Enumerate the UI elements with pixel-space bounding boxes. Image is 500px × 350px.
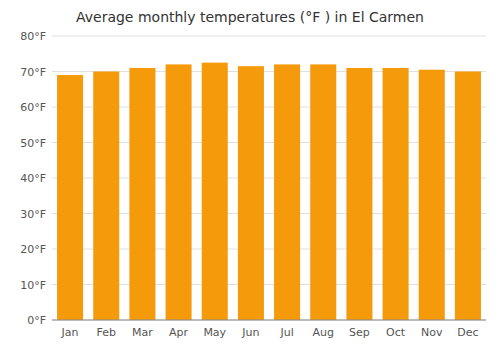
y-tick-label: 10°F	[20, 279, 46, 292]
x-axis: Jan Feb Mar Apr May Jun Jul Aug Sep Oct Nov Dec	[61, 326, 479, 339]
y-tick-label: 80°F	[20, 30, 46, 43]
bar	[383, 68, 409, 320]
bar	[202, 63, 228, 320]
x-tick-label: Oct	[386, 326, 406, 339]
y-tick-label: 0°F	[27, 314, 46, 327]
y-tick-label: 30°F	[20, 208, 46, 221]
chart: Average monthly temperatures (°F ) in El…	[0, 0, 500, 350]
x-tick-label: Feb	[97, 326, 116, 339]
grid-line	[52, 320, 486, 321]
bar	[238, 66, 264, 320]
bar	[419, 70, 445, 320]
x-tick-label: Jul	[279, 326, 293, 339]
x-tick-label: Mar	[132, 326, 153, 339]
bar	[310, 64, 336, 320]
y-axis: 0°F 10°F 20°F 30°F 40°F 50°F 60°F 70°F 80°F	[20, 30, 486, 327]
y-tick-label: 50°F	[20, 137, 46, 150]
title: Average monthly temperatures (°F ) in El…	[76, 9, 424, 25]
x-tick-label: May	[203, 326, 226, 339]
bar	[93, 72, 119, 321]
x-axis-line	[52, 320, 486, 321]
bar	[129, 68, 155, 320]
x-tick-label: Jun	[241, 326, 259, 339]
x-tick-label: Dec	[457, 326, 478, 339]
bar	[166, 64, 192, 320]
x-tick-label: Sep	[349, 326, 370, 339]
bar	[455, 72, 481, 321]
x-tick-label: Jan	[61, 326, 79, 339]
grid-line	[52, 36, 486, 37]
y-tick-label: 60°F	[20, 101, 46, 114]
bar	[274, 64, 300, 320]
y-tick-label: 40°F	[20, 172, 46, 185]
chart-container: Average monthly temperatures (°F ) in El…	[0, 0, 500, 350]
y-tick-label: 70°F	[20, 66, 46, 79]
bar	[57, 75, 83, 320]
bar	[346, 68, 372, 320]
y-tick-label: 20°F	[20, 243, 46, 256]
x-tick-label: Aug	[313, 326, 334, 339]
x-tick-label: Nov	[421, 326, 443, 339]
x-tick-label: Apr	[169, 326, 189, 339]
bars	[57, 63, 481, 320]
